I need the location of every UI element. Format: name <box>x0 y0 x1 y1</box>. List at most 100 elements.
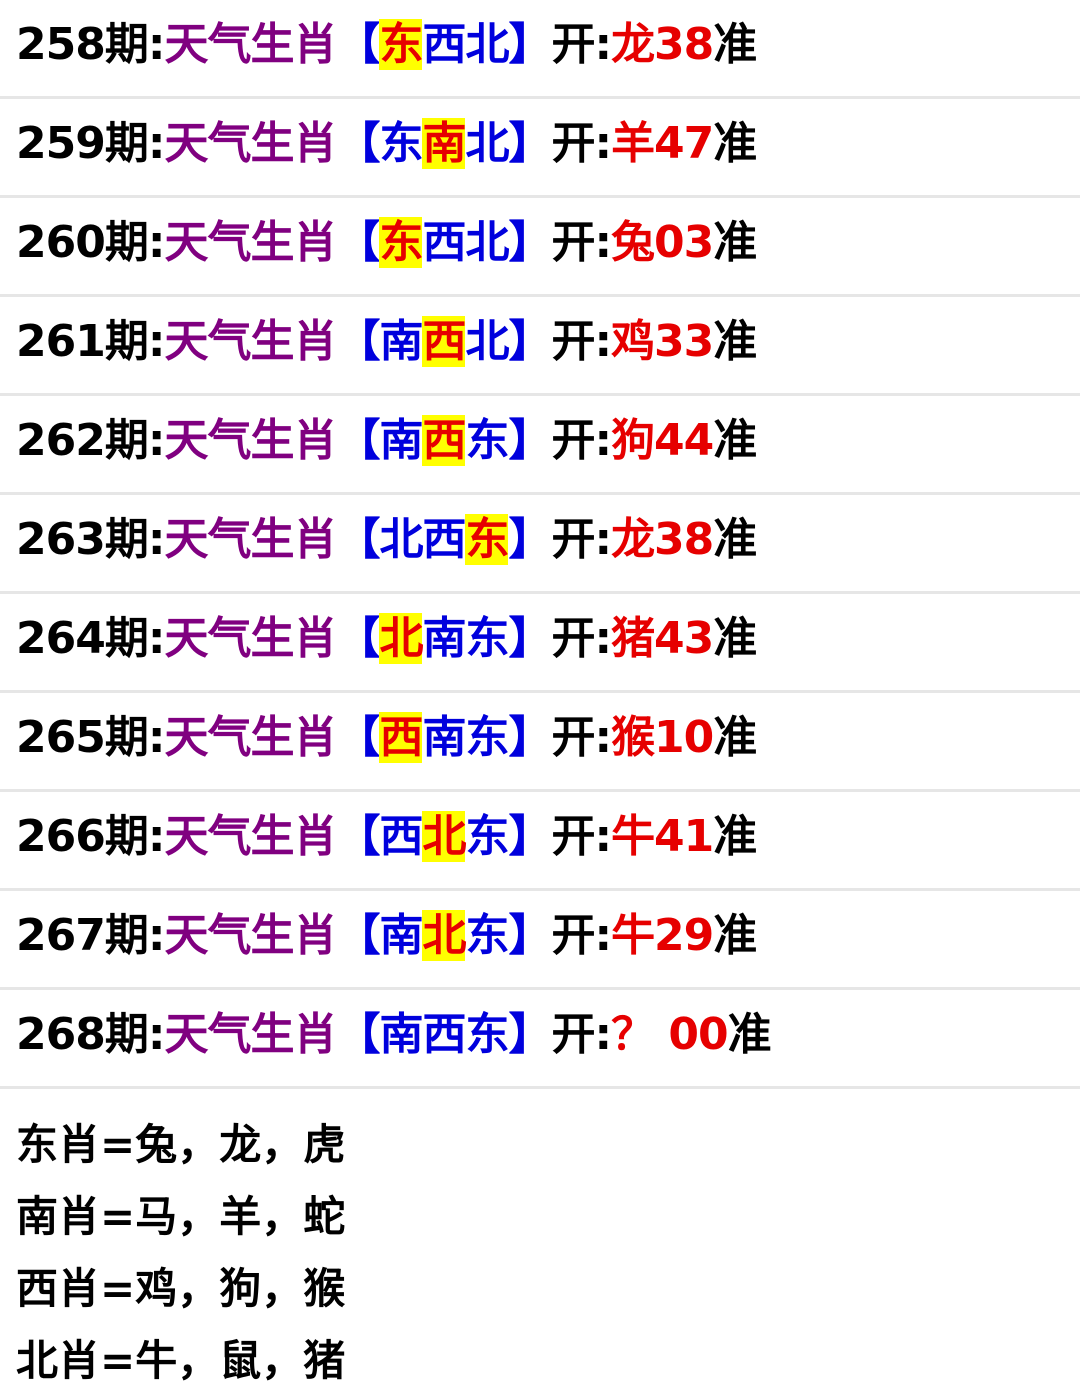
row-content: 267期:天气生肖【南北东】开:牛29准 <box>16 899 757 963</box>
direction: 东 <box>465 811 509 862</box>
bracket-open: 【 <box>336 613 380 664</box>
issue-number: 268期: <box>16 1009 165 1060</box>
direction-hit: 东 <box>379 19 423 70</box>
direction: 南 <box>379 1009 423 1060</box>
result: 龙38 <box>611 514 714 565</box>
direction: 西 <box>379 811 423 862</box>
bracket-close: 】 <box>508 712 552 763</box>
row-content: 261期:天气生肖【南西北】开:鸡33准 <box>16 305 757 369</box>
issue-number: 258期: <box>16 19 165 70</box>
open-label: 开: <box>551 217 612 268</box>
bracket-close: 】 <box>508 811 552 862</box>
direction: 东 <box>379 118 423 169</box>
result: ？ 00 <box>611 1009 729 1060</box>
bracket-open: 【 <box>336 811 380 862</box>
prediction-row: 266期:天气生肖【西北东】开:牛41准 <box>0 792 1080 891</box>
direction-hit: 北 <box>422 910 466 961</box>
direction: 北 <box>465 118 509 169</box>
row-label: 天气生肖 <box>164 316 337 367</box>
row-content: 266期:天气生肖【西北东】开:牛41准 <box>16 800 757 864</box>
bracket-open: 【 <box>336 19 380 70</box>
bracket-close: 】 <box>508 217 552 268</box>
bracket-close: 】 <box>508 415 552 466</box>
direction-hit: 北 <box>422 811 466 862</box>
row-label: 天气生肖 <box>164 712 337 763</box>
result: 羊47 <box>611 118 714 169</box>
bracket-close: 】 <box>508 514 552 565</box>
open-label: 开: <box>551 712 612 763</box>
bracket-open: 【 <box>336 514 380 565</box>
accuracy-mark: 准 <box>727 1009 772 1060</box>
row-content: 260期:天气生肖【东西北】开:兔03准 <box>16 206 757 270</box>
issue-number: 259期: <box>16 118 165 169</box>
row-label: 天气生肖 <box>164 19 337 70</box>
result: 猪43 <box>611 613 714 664</box>
issue-number: 262期: <box>16 415 165 466</box>
bracket-close: 】 <box>508 19 552 70</box>
bracket-open: 【 <box>336 217 380 268</box>
accuracy-mark: 准 <box>713 118 757 169</box>
direction: 西 <box>422 1009 466 1060</box>
prediction-row: 267期:天气生肖【南北东】开:牛29准 <box>0 891 1080 990</box>
accuracy-mark: 准 <box>713 217 757 268</box>
open-label: 开: <box>551 19 612 70</box>
prediction-row: 258期:天气生肖【东西北】开:龙38准 <box>0 0 1080 99</box>
open-label: 开: <box>551 316 612 367</box>
row-label: 天气生肖 <box>164 1009 337 1060</box>
bracket-close: 】 <box>508 316 552 367</box>
row-content: 268期:天气生肖【南西东】开:？ 00准 <box>16 998 772 1062</box>
prediction-row: 263期:天气生肖【北西东】开:龙38准 <box>0 495 1080 594</box>
row-label: 天气生肖 <box>164 514 337 565</box>
bracket-open: 【 <box>336 415 380 466</box>
direction-hit: 西 <box>379 712 423 763</box>
bracket-open: 【 <box>336 118 380 169</box>
direction: 南 <box>379 316 423 367</box>
accuracy-mark: 准 <box>713 514 757 565</box>
direction-hit: 西 <box>422 316 466 367</box>
legend-line: 南肖=马，羊，蛇 <box>16 1192 346 1241</box>
row-content: 259期:天气生肖【东南北】开:羊47准 <box>16 107 757 171</box>
direction: 西 <box>422 514 466 565</box>
bracket-close: 】 <box>508 118 552 169</box>
open-label: 开: <box>551 118 612 169</box>
direction: 北 <box>465 19 509 70</box>
open-label: 开: <box>551 811 612 862</box>
result: 兔03 <box>611 217 714 268</box>
issue-number: 263期: <box>16 514 165 565</box>
result: 鸡33 <box>611 316 714 367</box>
row-label: 天气生肖 <box>164 910 337 961</box>
direction: 北 <box>465 217 509 268</box>
row-label: 天气生肖 <box>164 118 337 169</box>
row-content: 264期:天气生肖【北南东】开:猪43准 <box>16 602 757 666</box>
direction: 北 <box>465 316 509 367</box>
direction-hit: 北 <box>379 613 423 664</box>
prediction-row: 265期:天气生肖【西南东】开:猴10准 <box>0 693 1080 792</box>
accuracy-mark: 准 <box>713 613 757 664</box>
direction: 西 <box>422 19 466 70</box>
legend-line: 东肖=兔，龙，虎 <box>16 1120 346 1169</box>
direction: 东 <box>465 1009 509 1060</box>
issue-number: 267期: <box>16 910 165 961</box>
prediction-row: 268期:天气生肖【南西东】开:？ 00准 <box>0 990 1080 1089</box>
accuracy-mark: 准 <box>713 316 757 367</box>
direction: 南 <box>422 613 466 664</box>
issue-number: 261期: <box>16 316 165 367</box>
result: 牛29 <box>611 910 714 961</box>
prediction-row: 261期:天气生肖【南西北】开:鸡33准 <box>0 297 1080 396</box>
direction-hit: 西 <box>422 415 466 466</box>
row-content: 265期:天气生肖【西南东】开:猴10准 <box>16 701 757 765</box>
direction-hit: 东 <box>379 217 423 268</box>
accuracy-mark: 准 <box>713 910 757 961</box>
direction: 东 <box>465 415 509 466</box>
row-label: 天气生肖 <box>164 613 337 664</box>
bracket-open: 【 <box>336 712 380 763</box>
issue-number: 265期: <box>16 712 165 763</box>
prediction-row: 260期:天气生肖【东西北】开:兔03准 <box>0 198 1080 297</box>
bracket-open: 【 <box>336 316 380 367</box>
bracket-open: 【 <box>336 910 380 961</box>
direction: 东 <box>465 910 509 961</box>
direction-legend: 东肖=兔，龙，虎 南肖=马，羊，蛇 西肖=鸡，狗，猴 北肖=牛，鼠，猪 <box>0 1089 1080 1397</box>
direction: 西 <box>422 217 466 268</box>
legend-line: 北肖=牛，鼠，猪 <box>16 1336 346 1385</box>
direction: 东 <box>465 613 509 664</box>
